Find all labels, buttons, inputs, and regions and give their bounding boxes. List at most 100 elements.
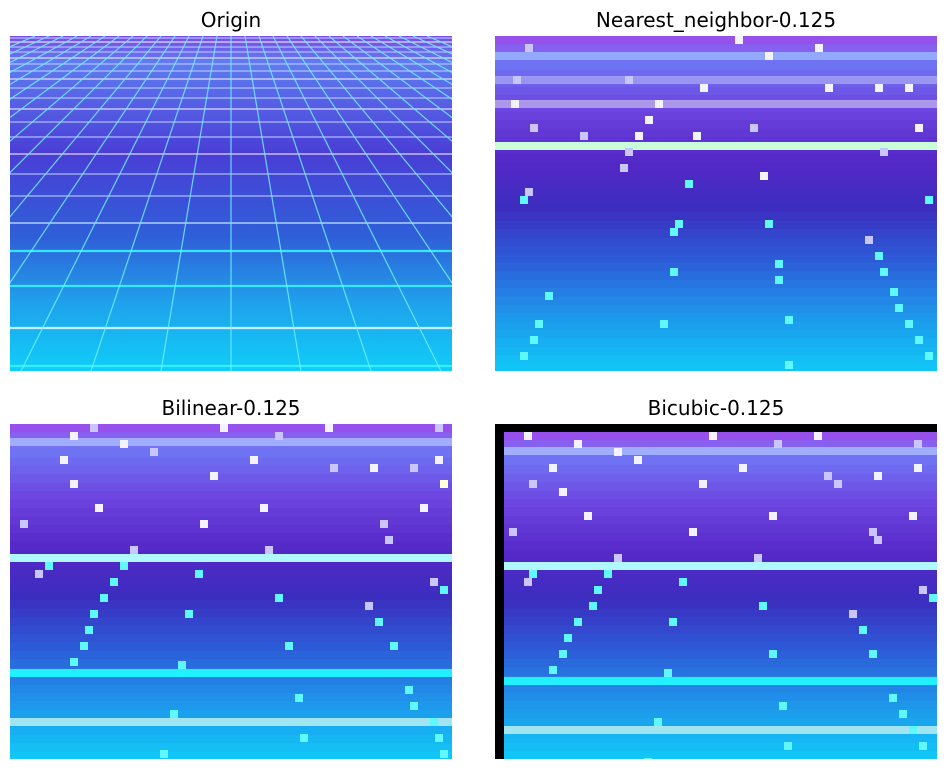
pixel-row (10, 566, 452, 576)
pixel-row (504, 709, 937, 719)
pixel-dot (440, 750, 448, 758)
grid-vertical-line (10, 36, 162, 218)
pixel-row (495, 136, 937, 146)
pixel-dot (574, 440, 582, 448)
pixel-dot (559, 650, 567, 658)
pixel-row (504, 457, 937, 467)
pixel-row (495, 271, 937, 281)
pixel-dot (739, 464, 747, 472)
pixel-dot (295, 694, 303, 702)
pixel-dot (679, 578, 687, 586)
pixel-row (495, 36, 937, 45)
pixel-row (10, 592, 452, 601)
pixel-row (10, 676, 452, 685)
pixel-dot (380, 520, 388, 528)
pixel-dot (564, 634, 572, 642)
pixel-dot (905, 84, 913, 92)
pixel-dot (655, 100, 663, 108)
pixel-dot (574, 618, 582, 626)
pixel-dot (750, 124, 758, 132)
pixel-row (504, 574, 937, 584)
pixel-dot (530, 124, 538, 132)
pixel-row (504, 549, 937, 559)
pixel-row (495, 153, 937, 163)
bicubic-image (495, 424, 937, 759)
pixel-row (504, 633, 937, 643)
pixel-row (504, 490, 937, 500)
pixel-dot (880, 148, 888, 156)
pixel-dot (604, 570, 612, 578)
pixel-row (504, 700, 937, 710)
pixel-row (10, 600, 452, 610)
pixel-dot (440, 480, 448, 488)
pixel-dot (774, 440, 782, 448)
pixel-dot (594, 586, 602, 594)
pixel-row (495, 86, 937, 96)
pixel-dot (689, 528, 697, 536)
pixel-dot (625, 148, 633, 156)
bicubic-pixel-rows (504, 432, 937, 759)
pixel-dot (890, 288, 898, 296)
pixel-dot (220, 424, 228, 432)
pixel-dot (90, 424, 98, 432)
pixel-dot (765, 220, 773, 228)
pixel-dot (524, 432, 532, 440)
pixel-dot (35, 570, 43, 578)
pixel-dot (370, 464, 378, 472)
pixel-row (10, 499, 452, 509)
panel-title-nearest-neighbor: Nearest_neighbor-0.125 (595, 8, 837, 32)
origin-image (10, 36, 452, 371)
pixel-row (504, 600, 937, 609)
pixel-row (504, 658, 937, 668)
pixel-row (495, 304, 937, 314)
pixel-row (10, 751, 452, 759)
pixel-dot (865, 236, 873, 244)
pixel-row (495, 313, 937, 323)
pixel-dot (645, 116, 653, 124)
pixel-dot (785, 316, 793, 324)
pixel-dot (385, 536, 393, 544)
pixel-row (495, 120, 937, 129)
pixel-dot (769, 650, 777, 658)
pixel-dot (644, 758, 652, 759)
pixel-row (10, 743, 452, 753)
pixel-dot (880, 268, 888, 276)
pixel-dot (513, 76, 521, 84)
pixel-row (495, 61, 937, 71)
pixel-row (495, 338, 937, 348)
pixel-row (504, 566, 937, 576)
pixel-row (495, 262, 937, 272)
pixel-row (504, 642, 937, 651)
horizontal-grid-line (495, 76, 937, 84)
pixel-row (10, 709, 452, 719)
pixel-dot (875, 84, 883, 92)
pixel-row (495, 187, 937, 197)
pixel-dot (509, 528, 517, 536)
nearest-neighbor-image (495, 36, 937, 371)
pixel-dot (660, 320, 668, 328)
pixel-row (495, 178, 937, 188)
grid-vertical-line (10, 36, 148, 174)
pixel-dot (909, 512, 917, 520)
pixel-dot (634, 456, 642, 464)
pixel-dot (925, 352, 933, 360)
pixel-dot (889, 694, 897, 702)
pixel-row (495, 254, 937, 264)
pixel-dot (430, 718, 438, 726)
pixel-dot (874, 536, 882, 544)
pixel-dot (525, 188, 533, 196)
pixel-dot (765, 52, 773, 60)
pixel-dot (250, 456, 258, 464)
pixel-row (495, 296, 937, 306)
pixel-dot (589, 602, 597, 610)
perspective-grid (10, 36, 452, 371)
horizontal-grid-line (495, 52, 937, 60)
pixel-row (504, 608, 937, 618)
pixel-row (495, 111, 937, 121)
pixel-row (10, 650, 452, 660)
pixel-dot (584, 512, 592, 520)
pixel-row (495, 330, 937, 339)
pixel-row (504, 692, 937, 702)
pixel-dot (511, 100, 519, 108)
pixel-row (10, 558, 452, 568)
